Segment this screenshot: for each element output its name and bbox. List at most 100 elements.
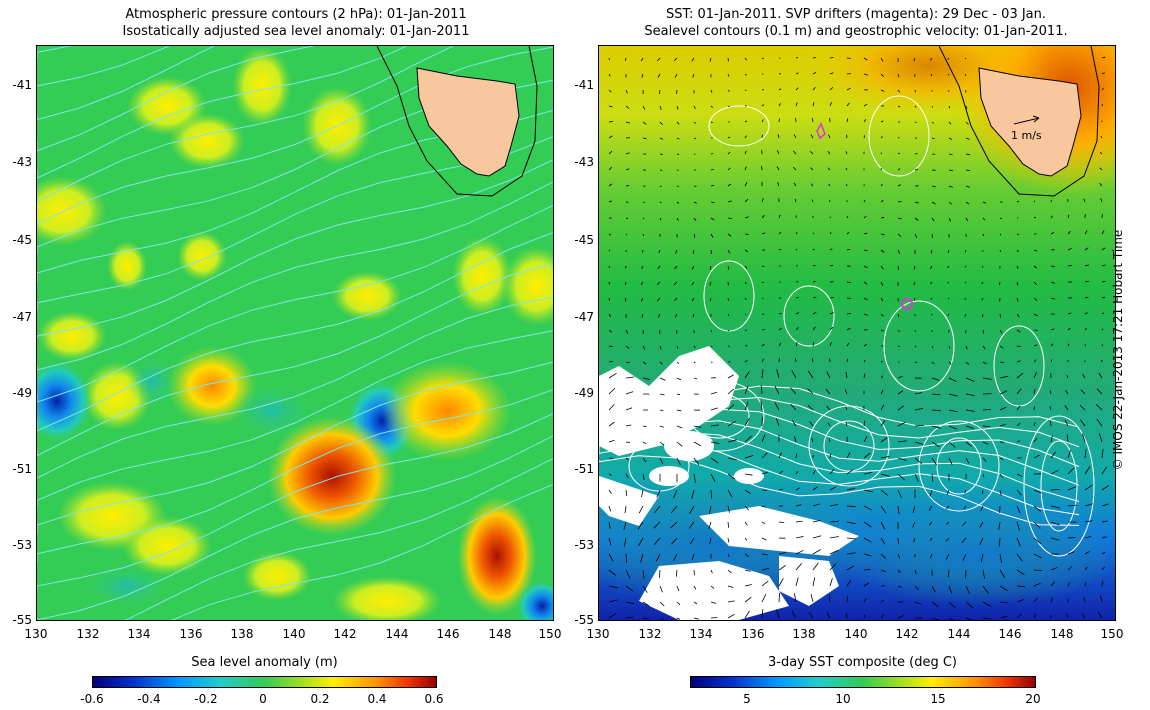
velocity-arrow bbox=[673, 489, 678, 499]
velocity-arrow bbox=[982, 425, 991, 427]
velocity-arrow bbox=[608, 613, 617, 619]
velocity-arrow bbox=[761, 452, 768, 459]
velocity-arrow bbox=[795, 471, 799, 475]
velocity-arrow bbox=[948, 185, 953, 188]
lon-tick: 132 bbox=[76, 627, 100, 641]
velocity-arrow bbox=[829, 520, 839, 523]
velocity-arrow bbox=[982, 489, 984, 495]
velocity-arrow bbox=[964, 73, 967, 76]
velocity-arrow bbox=[691, 297, 695, 302]
velocity-arrow bbox=[982, 233, 985, 237]
velocity-arrow bbox=[931, 185, 936, 188]
velocity-arrow bbox=[964, 489, 967, 494]
velocity-arrow bbox=[761, 57, 764, 60]
drifter-marker bbox=[901, 298, 913, 310]
velocity-arrow bbox=[744, 537, 748, 541]
velocity-arrow bbox=[931, 409, 941, 412]
pressure-contour-line bbox=[37, 413, 553, 590]
velocity-arrow bbox=[982, 457, 987, 462]
velocity-arrow bbox=[790, 403, 797, 411]
velocity-arrow bbox=[608, 457, 614, 459]
velocity-arrow bbox=[807, 388, 814, 395]
velocity-arrow bbox=[676, 377, 682, 381]
velocity-arrow bbox=[999, 585, 1008, 592]
velocity-arrow bbox=[880, 120, 884, 123]
velocity-arrow bbox=[608, 297, 611, 301]
velocity-arrow bbox=[826, 612, 831, 619]
lon-tick: 148 bbox=[488, 627, 512, 641]
velocity-arrow bbox=[761, 434, 766, 443]
left-title-line1: Atmospheric pressure contours (2 hPa): 0… bbox=[125, 7, 467, 22]
pressure-contour-line bbox=[37, 46, 316, 152]
velocity-arrow bbox=[641, 489, 644, 498]
velocity-arrow bbox=[691, 553, 695, 561]
lon-tick: 142 bbox=[895, 627, 919, 641]
velocity-arrow bbox=[744, 359, 748, 363]
velocity-arrow bbox=[778, 118, 780, 123]
velocity-arrow bbox=[948, 169, 953, 172]
geostrophic-velocity-arrows bbox=[608, 56, 1109, 620]
velocity-arrow bbox=[965, 137, 970, 140]
velocity-arrow bbox=[693, 217, 697, 221]
velocity-arrow bbox=[1033, 521, 1041, 529]
velocity-arrow bbox=[608, 166, 612, 171]
velocity-arrow bbox=[761, 369, 764, 379]
credit-text: © IMOS 22-Jan-2013 17:21 Hobart Time bbox=[1111, 229, 1125, 471]
velocity-arrow bbox=[829, 578, 833, 587]
velocity-arrow bbox=[795, 520, 803, 523]
velocity-arrow bbox=[778, 327, 782, 331]
velocity-arrow bbox=[880, 281, 884, 286]
velocity-arrow bbox=[608, 73, 611, 77]
sealevel-contour-line bbox=[599, 404, 1080, 468]
velocity-arrow bbox=[1050, 328, 1055, 331]
velocity-arrow bbox=[846, 505, 856, 508]
velocity-arrow bbox=[1016, 569, 1025, 575]
sealevel-contour-line bbox=[599, 418, 1080, 486]
velocity-arrow bbox=[962, 553, 967, 561]
velocity-arrow bbox=[761, 568, 770, 571]
velocity-arrow bbox=[812, 503, 820, 507]
velocity-arrow bbox=[625, 391, 634, 395]
velocity-arrow bbox=[1084, 566, 1088, 571]
velocity-arrow bbox=[982, 201, 987, 204]
lon-tick: 148 bbox=[1050, 627, 1074, 641]
velocity-arrow bbox=[744, 265, 748, 269]
velocity-arrow bbox=[982, 409, 991, 411]
velocity-arrow bbox=[608, 439, 615, 443]
velocity-arrow bbox=[642, 569, 645, 579]
velocity-arrow bbox=[776, 150, 780, 155]
lat-tick: -47 bbox=[12, 310, 32, 324]
velocity-arrow bbox=[659, 105, 662, 110]
velocity-arrow bbox=[965, 585, 970, 595]
velocity-arrow bbox=[624, 281, 627, 286]
velocity-arrow bbox=[776, 609, 780, 619]
velocity-arrow bbox=[1033, 406, 1035, 411]
velocity-arrow bbox=[863, 537, 872, 543]
velocity-arrow bbox=[710, 185, 715, 187]
velocity-arrow bbox=[778, 342, 782, 347]
velocity-arrow bbox=[897, 569, 901, 573]
velocity-arrow bbox=[999, 281, 1001, 285]
velocity-arrow bbox=[829, 563, 837, 571]
velocity-arrow bbox=[1084, 230, 1088, 235]
velocity-arrow bbox=[727, 505, 730, 513]
sealevel-contour-line bbox=[1040, 440, 1078, 532]
velocity-arrow bbox=[727, 553, 730, 557]
velocity-arrow bbox=[656, 281, 661, 285]
velocity-arrow bbox=[914, 345, 917, 348]
velocity-arrow bbox=[778, 313, 782, 315]
velocity-arrow bbox=[863, 435, 868, 443]
velocity-arrow bbox=[825, 388, 831, 395]
velocity-arrow bbox=[608, 569, 617, 576]
velocity-arrow bbox=[880, 216, 885, 219]
pressure-contour-line bbox=[37, 46, 216, 121]
velocity-arrow bbox=[727, 329, 730, 332]
velocity-arrow bbox=[812, 577, 816, 587]
velocity-arrow bbox=[863, 313, 868, 316]
velocity-arrow bbox=[811, 358, 814, 363]
velocity-arrow bbox=[1067, 343, 1070, 347]
velocity-arrow bbox=[880, 505, 887, 514]
velocity-arrow bbox=[795, 536, 804, 539]
velocity-arrow bbox=[624, 297, 627, 302]
velocity-arrow bbox=[676, 361, 680, 365]
